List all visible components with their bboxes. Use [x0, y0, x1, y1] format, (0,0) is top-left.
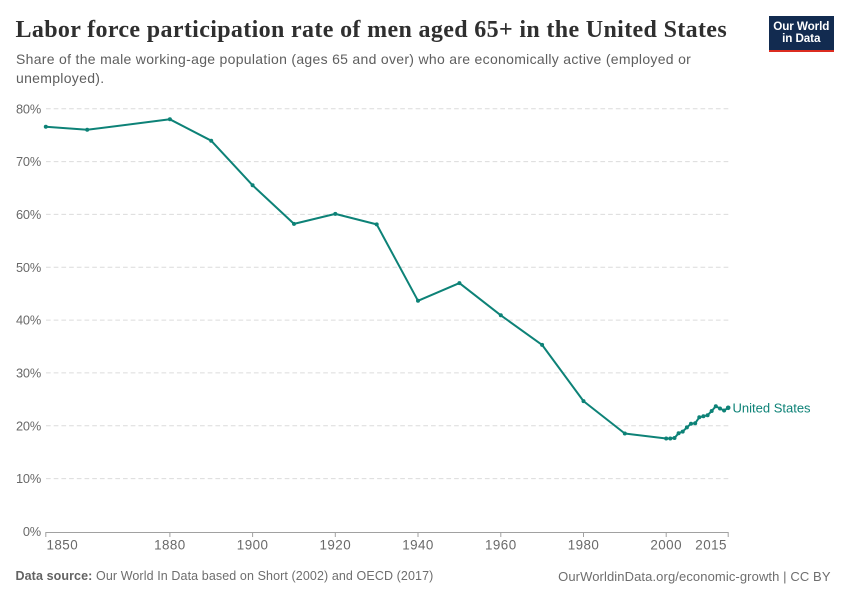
svg-text:70%: 70% [16, 154, 41, 169]
svg-text:60%: 60% [16, 207, 41, 222]
svg-text:1960: 1960 [485, 538, 517, 553]
svg-text:1940: 1940 [402, 538, 434, 553]
svg-text:1900: 1900 [237, 538, 269, 553]
svg-text:20%: 20% [16, 418, 41, 433]
svg-text:80%: 80% [16, 101, 41, 116]
svg-text:1920: 1920 [320, 538, 352, 553]
svg-text:2015: 2015 [695, 538, 727, 553]
svg-text:30%: 30% [16, 366, 41, 381]
svg-text:2000: 2000 [650, 538, 682, 553]
svg-text:1980: 1980 [568, 538, 600, 553]
svg-text:1850: 1850 [47, 538, 79, 553]
svg-text:United States: United States [733, 400, 812, 415]
svg-text:40%: 40% [16, 313, 41, 328]
svg-text:10%: 10% [16, 471, 41, 486]
svg-text:0%: 0% [23, 524, 41, 539]
svg-text:50%: 50% [16, 260, 41, 275]
svg-text:1880: 1880 [154, 538, 186, 553]
